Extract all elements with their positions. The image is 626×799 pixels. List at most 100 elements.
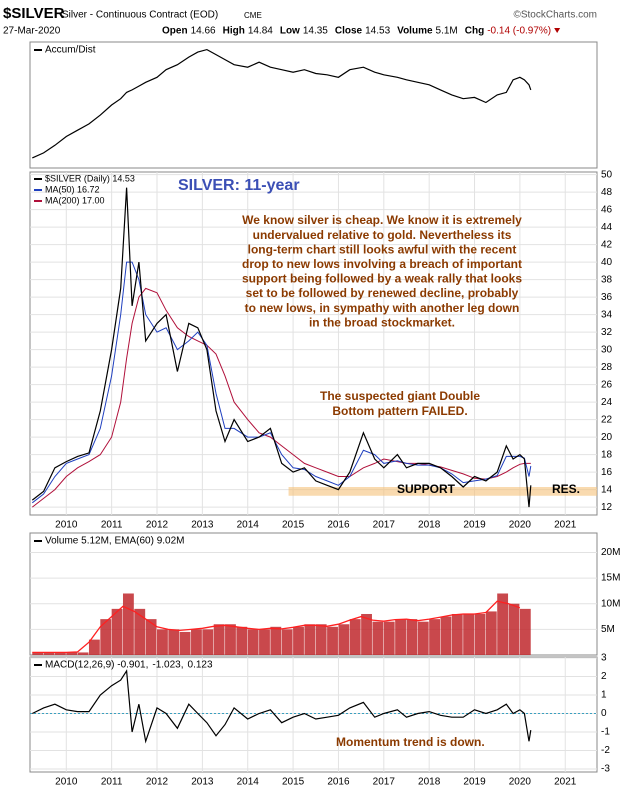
x-tick-label: 2015 [282,520,305,531]
y-tick-label: 18 [601,449,613,460]
volume-bar [383,621,395,655]
quote-value: 14.84 [248,26,273,37]
y-tick-label: 44 [601,222,613,233]
volume-bar [66,652,78,655]
x-tick-label: 2014 [237,777,260,788]
x-tick-label: 2012 [146,520,169,531]
y-tick-label: 38 [601,274,613,285]
y-tick-label: 30 [601,344,613,355]
resistance-label: RES. [552,482,580,496]
y-tick-label: 5M [601,624,615,635]
volume-bar [474,613,486,655]
x-tick-label: 2016 [327,777,350,788]
series-line [31,261,532,504]
y-tick-label: 50 [601,169,613,180]
commentary-line: set to be followed by renewed decline, p… [246,286,519,300]
y-tick-label: 34 [601,309,613,320]
quote-value: 14.35 [303,26,328,37]
y-tick-label: 15M [601,573,620,584]
source: ©StockCharts.com [513,10,597,21]
commentary-line: in the broad stockmarket. [309,315,455,329]
volume-bar [440,616,452,655]
volume-bar [270,626,282,655]
volume-bar [213,624,225,655]
x-tick-label: 2012 [146,777,169,788]
pattern-note: The suspected giant Double [320,389,480,403]
series-line [31,287,531,508]
x-tick-label: 2011 [101,777,123,788]
volume-bar [315,624,327,655]
legend-label: -1.023, [152,660,183,671]
volume-bar [497,593,509,655]
x-tick-label: 2017 [373,777,396,788]
y-tick-label: 26 [601,379,613,390]
volume-bar [111,608,123,655]
volume-bar [338,624,350,655]
volume-bar [327,626,338,655]
y-tick-label: 1 [601,690,607,701]
volume-bar [43,652,55,655]
legend-label: Accum/Dist [45,45,96,56]
volume-bar [236,626,248,655]
volume-bar [100,619,112,655]
volume-bar [168,629,180,655]
y-tick-label: 22 [601,414,613,425]
quote-label: Volume [397,26,433,37]
volume-bar [451,613,463,655]
y-tick-label: -2 [601,745,610,756]
legend-label: MA(50) 16.72 [45,184,100,194]
panel-frame [29,41,598,169]
volume-bar [508,603,520,655]
commentary-line: We know silver is cheap. We know it is e… [242,213,522,227]
series-line [32,669,532,744]
volume-bar [122,593,134,655]
support-band [288,487,597,496]
volume-bar [463,613,475,655]
y-tick-label: 2 [601,671,607,682]
down-arrow [554,28,561,33]
volume-bar [372,621,384,655]
volume-bar [519,608,531,655]
volume-bar [417,621,429,655]
volume-bar [88,639,100,655]
volume-bar [179,631,191,655]
legend-label: Volume 5.12M, EMA(60) 9.02M [45,536,185,547]
x-tick-label: 2020 [509,520,532,531]
y-tick-label: 20 [601,432,613,443]
legend-label: MA(200) 17.00 [45,195,105,205]
quote-value: 14.66 [191,26,216,37]
volume-bar [293,626,304,655]
volume-bar [134,608,146,655]
x-tick-label: 2010 [55,777,78,788]
quote-value: -0.14 (-0.97%) [487,26,551,37]
volume-bar [247,629,259,655]
x-tick-label: 2021 [554,777,577,788]
y-tick-label: 10M [601,598,620,609]
annotation: Momentum trend is down. [336,735,485,749]
commentary-line: support being followed by a weak rally t… [242,272,522,286]
x-tick-label: 2020 [509,777,532,788]
date: 27-Mar-2020 [3,26,61,37]
volume-bar [281,629,293,655]
commentary-line: undervalued relative to gold. Neverthele… [253,228,512,242]
commentary-line: long-term chart still looks awful with t… [248,242,517,256]
volume-bar [361,613,372,655]
volume-bar [54,652,66,655]
x-tick-label: 2018 [418,777,441,788]
volume-bar [145,619,157,655]
x-tick-label: 2010 [55,520,78,531]
y-tick-label: 20M [601,547,620,558]
volume-bar [259,629,270,655]
y-tick-label: 32 [601,327,613,338]
quote-value: 14.53 [365,26,390,37]
volume-bar [304,624,316,655]
y-tick-label: 12 [601,502,613,513]
y-tick-label: -1 [601,727,610,738]
volume-bar [157,629,168,655]
annotation-title: SILVER: 11-year [178,177,300,194]
x-tick-label: 2013 [191,520,214,531]
x-tick-label: 2018 [418,520,441,531]
y-tick-label: 24 [601,397,613,408]
x-tick-label: 2013 [191,777,214,788]
